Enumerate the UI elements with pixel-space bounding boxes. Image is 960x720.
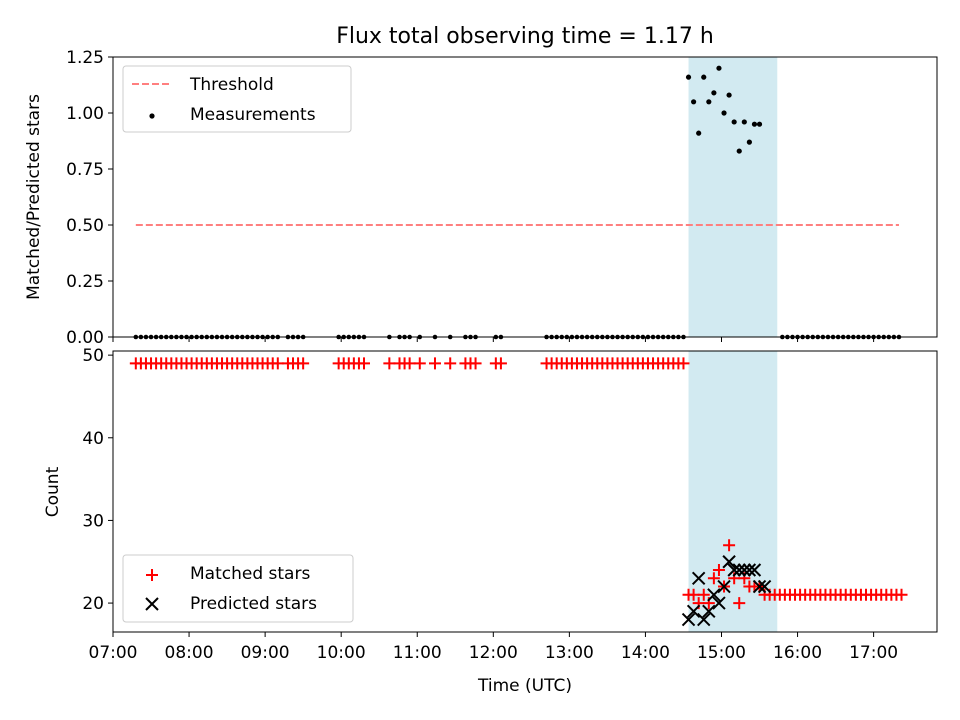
matched-star-point: [687, 588, 700, 601]
bottom-legend: Matched stars Predicted stars: [122, 554, 354, 623]
top-y-tick-label: 0.00: [66, 328, 104, 348]
predicted-star-point: [752, 579, 767, 594]
predicted-star-point: [747, 563, 762, 577]
measurement-point: [696, 130, 702, 136]
top-highlight-span: [688, 57, 778, 337]
matched-star-point: [677, 357, 690, 370]
top-panel: 0.00 0.25 0.50 0.75 1.00 1.25 Matched/Predict…: [24, 48, 938, 348]
legend-matched-label: Matched stars: [190, 564, 310, 584]
matched-star-point: [707, 572, 720, 585]
x-tick-label: 16:00: [773, 643, 822, 663]
measurement-point: [736, 148, 742, 154]
top-y-tick-label: 1.00: [66, 104, 104, 124]
x-tick-label: 08:00: [165, 643, 214, 663]
matched-star-point: [358, 357, 371, 370]
measurement-point: [706, 99, 712, 105]
measurement-point: [741, 119, 747, 125]
top-axes-frame: [112, 56, 938, 338]
measurement-point: [711, 90, 717, 96]
bottom-y-tick-label: 30: [82, 511, 104, 531]
top-legend: Threshold Measurements: [122, 65, 352, 133]
predicted-star-point: [712, 596, 726, 610]
top-legend-frame: [122, 65, 352, 133]
matched-star-point: [733, 597, 746, 610]
legend-threshold-label: Threshold: [189, 75, 274, 95]
legend-predicted-swatch: [145, 597, 159, 611]
matched-star-point: [494, 357, 507, 370]
x-tick-label: 15:00: [697, 643, 746, 663]
bottom-x-ticks: 07:00 08:00 09:00 10:00 11:00 12:00 13:00 14:00…: [89, 632, 898, 663]
predicted-star-point: [732, 563, 746, 577]
matched-star-point: [271, 357, 284, 370]
bottom-legend-frame: [122, 554, 354, 623]
top-y-tick-label: 0.25: [66, 272, 104, 292]
predicted-star-point: [722, 555, 736, 569]
x-tick-label: 17:00: [849, 643, 898, 663]
predicted-star-point: [697, 612, 711, 627]
measurement-point: [685, 74, 692, 80]
predicted-star-point: [737, 563, 752, 577]
predicted-star-point: [707, 588, 721, 602]
matched-star-point: [469, 357, 482, 370]
matched-star-point: [383, 357, 396, 370]
matched-star-point: [428, 357, 441, 370]
x-tick-label: 07:00: [89, 643, 138, 663]
x-tick-label: 10:00: [317, 643, 366, 663]
x-tick-label: 11:00: [393, 643, 442, 663]
x-tick-label: 12:00: [469, 643, 518, 663]
predicted-star-point: [717, 579, 731, 594]
matched-star-point: [895, 588, 908, 601]
matched-star-point: [697, 588, 710, 601]
matched-star-point: [403, 357, 416, 370]
predicted-star-point: [691, 571, 706, 585]
predicted-star-point: [681, 612, 696, 627]
top-y-tick-label: 0.50: [66, 216, 104, 236]
bottom-ylabel: Count: [43, 466, 63, 517]
bottom-axes-frame: [112, 350, 938, 633]
measurement-point: [701, 74, 707, 80]
predicted-star-point: [727, 563, 741, 577]
legend-predicted-label: Predicted stars: [190, 594, 317, 614]
legend-matched-swatch: [146, 569, 158, 581]
matched-star-point: [413, 357, 426, 370]
bottom-panel: 07:00 08:00 09:00 10:00 11:00 12:00 13:00 14:00…: [43, 346, 938, 696]
top-ylabel: Matched/Predicted stars: [24, 94, 44, 300]
measurement-point: [746, 139, 752, 145]
matched-star-point: [712, 564, 725, 577]
measurement-point: [691, 99, 697, 105]
top-y-tick-label: 0.75: [66, 160, 104, 180]
matched-star-point: [444, 357, 457, 370]
legend-measurements-swatch: [149, 113, 155, 119]
measurement-point: [731, 119, 737, 125]
x-tick-label: 13:00: [545, 643, 594, 663]
measurement-point: [751, 121, 758, 127]
measurement-point: [756, 121, 763, 127]
measurement-point: [726, 92, 732, 98]
top-x-ticks: [112, 337, 875, 342]
predicted-star-point: [702, 604, 716, 619]
predicted-star-point: [686, 604, 701, 619]
legend-measurements-label: Measurements: [190, 105, 316, 125]
measurement-point: [716, 65, 722, 71]
bottom-y-tick-label: 20: [82, 594, 104, 614]
top-y-ticks: 0.00 0.25 0.50 0.75 1.00 1.25: [66, 48, 113, 348]
measurement-point: [721, 110, 727, 116]
top-y-tick-label: 1.25: [66, 48, 104, 68]
matched-star-point: [297, 357, 310, 370]
bottom-marks: [129, 357, 908, 627]
bottom-y-tick-label: 40: [82, 429, 104, 449]
bottom-y-tick-label: 50: [82, 346, 104, 366]
bottom-xlabel: Time (UTC): [477, 676, 572, 696]
matched-star-point: [723, 539, 736, 552]
x-tick-label: 14:00: [621, 643, 670, 663]
predicted-star-point: [757, 579, 772, 594]
figure-title: Flux total observing time = 1.17 h: [336, 24, 714, 49]
predicted-star-point: [742, 563, 757, 577]
x-tick-label: 09:00: [241, 643, 290, 663]
bottom-y-ticks: 20 30 40 50: [82, 346, 113, 614]
